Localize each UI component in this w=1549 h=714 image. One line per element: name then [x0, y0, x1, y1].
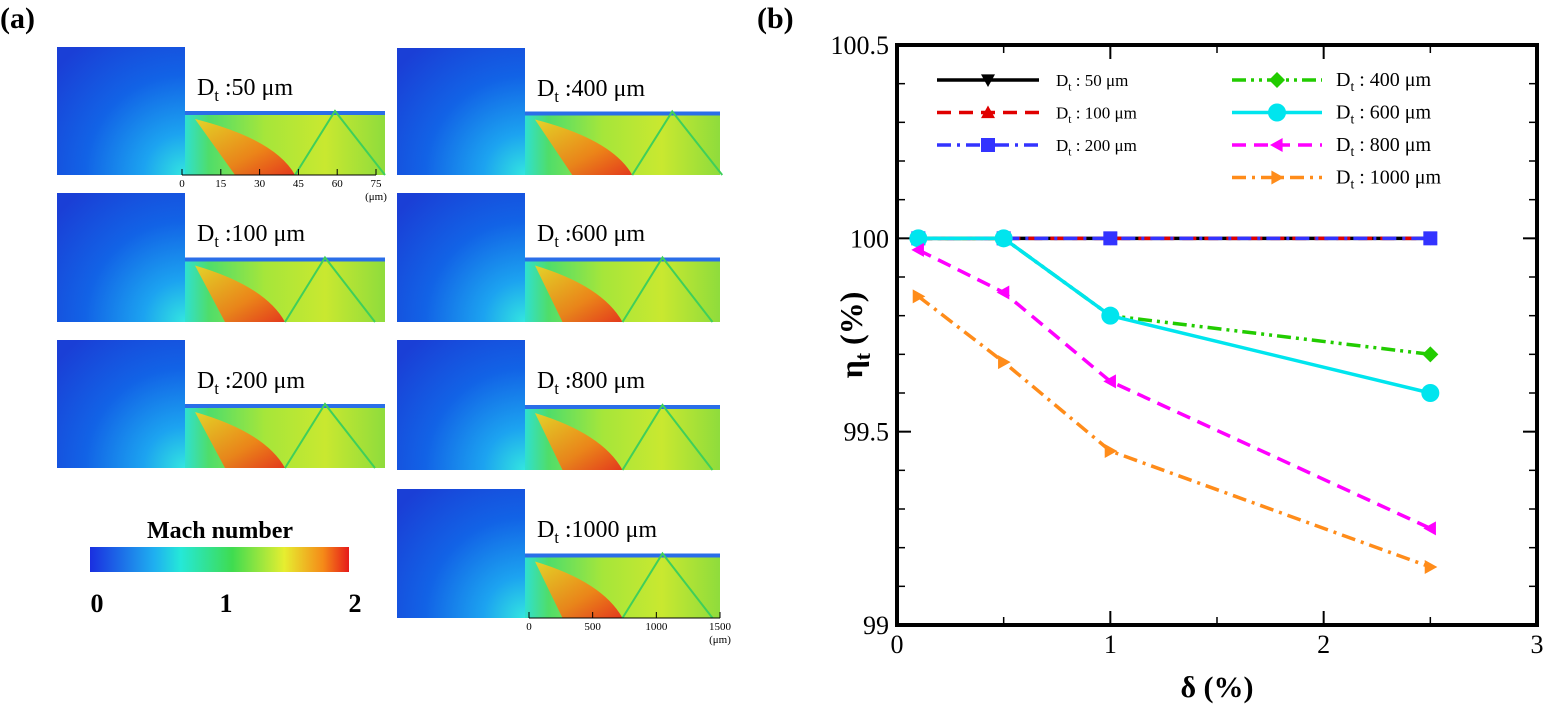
marker	[1270, 138, 1283, 152]
contour-label: Dt :50 μm	[197, 75, 293, 105]
x-tick-label: 3	[1531, 630, 1544, 659]
reservoir	[57, 47, 185, 175]
shock-lines	[621, 255, 714, 323]
y-tick-label: 99.5	[844, 418, 890, 447]
contour-label: Dt :100 μm	[197, 221, 305, 251]
scale-tick-label: 500	[584, 621, 601, 633]
reservoir	[57, 193, 185, 322]
series-line	[917, 248, 1432, 530]
shock-region	[195, 412, 285, 468]
shock-region	[195, 265, 285, 322]
reservoir	[397, 340, 525, 470]
shock-region	[535, 413, 623, 470]
scale-tick-label: 75	[371, 178, 383, 190]
x-tick-label: 1	[1104, 630, 1117, 659]
wall-layer	[525, 257, 720, 262]
marker	[994, 229, 1013, 248]
reservoir	[397, 489, 525, 618]
marker	[1421, 384, 1440, 402]
shock-region	[535, 561, 623, 618]
colorbar-tick-label: 2	[349, 589, 362, 618]
contour-label: Dt :1000 μm	[537, 517, 657, 547]
scale-tick-label: 1500	[709, 621, 732, 633]
marker	[1423, 521, 1436, 536]
scale-tick-label: 0	[526, 621, 532, 633]
shock-lines	[294, 109, 386, 176]
colorbar-title: Mach number	[147, 518, 293, 544]
marker	[1101, 306, 1120, 325]
series-line	[917, 294, 1431, 569]
wall-layer	[525, 553, 720, 558]
y-tick-label: 99	[863, 611, 889, 640]
wall-layer	[525, 405, 720, 409]
marker	[981, 105, 995, 119]
reservoir	[397, 48, 525, 175]
marker	[1271, 170, 1284, 185]
series-line	[918, 236, 1431, 357]
legend-label: Dt : 1000 μm	[1336, 167, 1442, 192]
contour-label: Dt :800 μm	[537, 368, 645, 398]
marker	[981, 138, 995, 152]
marker	[981, 74, 995, 87]
series-line	[918, 236, 1431, 395]
wall-layer	[185, 111, 385, 115]
legend-label: Dt : 200 μm	[1056, 136, 1137, 158]
contour-label: Dt :200 μm	[197, 368, 305, 398]
x-tick-label: 0	[891, 630, 904, 659]
colorbar	[90, 547, 349, 572]
scale-tick-label: 60	[332, 178, 344, 190]
contour-label: Dt :400 μm	[537, 76, 645, 106]
marker	[911, 242, 924, 257]
wall-layer	[185, 257, 385, 262]
marker	[1269, 72, 1285, 88]
marker	[1268, 103, 1286, 122]
legend-label: Dt : 400 μm	[1336, 69, 1432, 94]
y-tick-label: 100.5	[831, 31, 890, 60]
marker	[1103, 231, 1118, 246]
scale-tick-label: 1000	[645, 621, 668, 633]
plot-frame	[895, 43, 1539, 627]
x-axis-label: δ (%)	[1180, 671, 1253, 704]
panel-label: (a)	[0, 2, 35, 35]
wall-layer	[185, 404, 385, 408]
legend-label: Dt : 100 μm	[1056, 104, 1137, 126]
marker	[1422, 346, 1439, 363]
marker	[912, 289, 926, 304]
marker	[1423, 231, 1438, 246]
panel-label: (b)	[757, 2, 794, 35]
scale-tick-label: 0	[179, 178, 185, 190]
legend-label: Dt : 600 μm	[1336, 102, 1432, 127]
shock-lines	[621, 403, 714, 471]
scale-unit: (μm)	[709, 634, 731, 646]
shock-lines	[621, 551, 714, 619]
shock-region	[195, 119, 295, 175]
shock-region	[535, 119, 633, 175]
reservoir	[397, 193, 525, 322]
colorbar-tick-label: 1	[220, 589, 233, 618]
reservoir	[57, 340, 185, 468]
x-tick-label: 2	[1317, 630, 1330, 659]
colorbar-tick-label: 0	[91, 589, 104, 618]
marker	[1104, 444, 1118, 458]
shock-lines	[284, 255, 376, 323]
scale-tick-label: 15	[215, 178, 227, 190]
y-tick-label: 100	[850, 224, 889, 253]
legend-label: Dt : 50 μm	[1056, 71, 1128, 93]
marker	[998, 355, 1011, 370]
marker	[909, 229, 928, 248]
marker	[1103, 374, 1116, 389]
contour-label: Dt :600 μm	[537, 221, 645, 251]
scale-tick-label: 30	[254, 178, 266, 190]
scale-unit: (μm)	[365, 191, 387, 203]
legend-label: Dt : 800 μm	[1336, 134, 1432, 159]
y-axis-label: ηt (%)	[833, 292, 875, 379]
scale-tick-label: 45	[293, 178, 305, 190]
shock-lines	[631, 109, 724, 176]
shock-lines	[284, 402, 376, 469]
marker	[1424, 560, 1438, 574]
wall-layer	[525, 111, 720, 116]
marker	[996, 285, 1010, 300]
shock-region	[535, 265, 623, 322]
